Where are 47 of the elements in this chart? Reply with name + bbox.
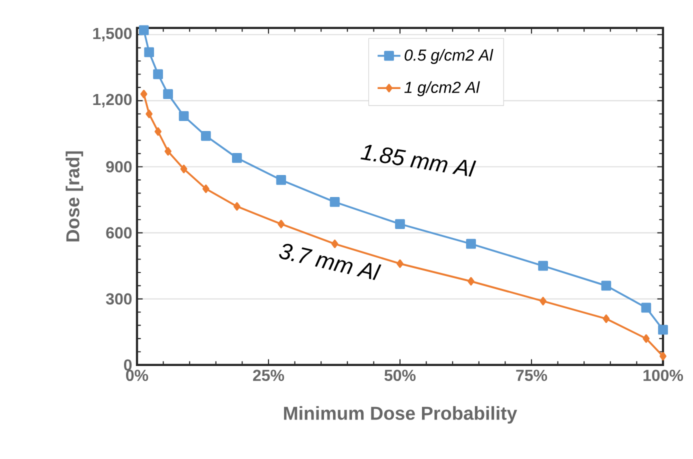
- x-tick-label: 100%: [644, 370, 684, 382]
- y-tick-label: 300: [106, 293, 132, 305]
- y-tick-label: 1,200: [93, 94, 132, 108]
- point: [146, 110, 153, 118]
- point: [234, 202, 240, 211]
- point: [540, 296, 547, 306]
- point: [140, 90, 148, 98]
- x-tick-label: 75%: [516, 370, 548, 381]
- point: [278, 220, 285, 228]
- point: [660, 352, 666, 360]
- point: [144, 47, 154, 58]
- x-tick-label: 25%: [253, 370, 284, 382]
- point: [641, 302, 652, 313]
- point: [138, 25, 149, 36]
- point: [180, 164, 188, 174]
- x-tick-label: 50%: [384, 370, 416, 382]
- legend-label: 1 g/cm2 Al: [404, 81, 480, 96]
- y-axis-title: Dose [rad]: [66, 151, 84, 242]
- y-tick-label: 900: [106, 161, 132, 172]
- point: [396, 259, 404, 268]
- point: [202, 184, 210, 194]
- point: [466, 238, 476, 249]
- x-axis-title: Minimum Dose Probability: [284, 406, 518, 424]
- point: [642, 334, 650, 343]
- point: [153, 69, 163, 80]
- y-tick-label: 600: [106, 227, 132, 238]
- point: [601, 280, 612, 291]
- annotation: 3.7 mm Al: [279, 244, 382, 280]
- point: [163, 89, 173, 99]
- point: [164, 147, 172, 156]
- point: [658, 324, 668, 335]
- x-tick-label: 0%: [126, 370, 148, 382]
- point: [232, 153, 242, 163]
- legend-label: 0.5 g/cm2 Al: [404, 49, 494, 64]
- point: [395, 219, 405, 229]
- y-tick-label: 1,500: [93, 28, 132, 42]
- point: [200, 130, 211, 141]
- point: [154, 127, 162, 136]
- point: [178, 111, 189, 122]
- point: [538, 260, 548, 271]
- annotation: 1.85 mm Al: [360, 144, 476, 177]
- point: [330, 197, 340, 207]
- point: [331, 240, 338, 248]
- point: [468, 277, 474, 286]
- y-tick-label: 0: [124, 359, 132, 371]
- point: [602, 314, 610, 323]
- point: [276, 175, 286, 185]
